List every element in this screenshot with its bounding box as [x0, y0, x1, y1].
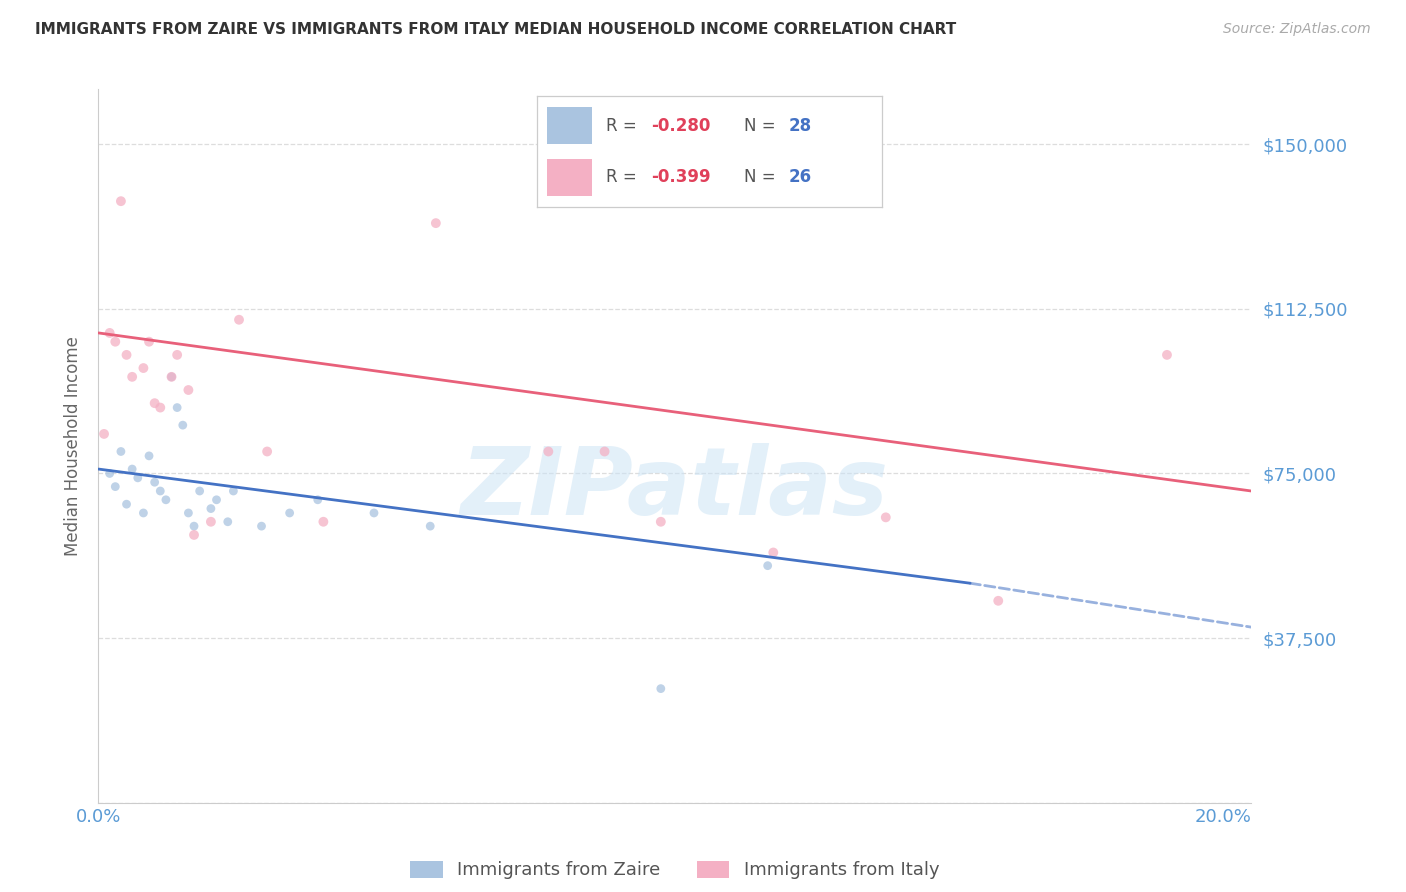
Point	[115, 497, 138, 511]
Point	[138, 334, 160, 349]
Y-axis label: Median Household Income: Median Household Income	[65, 336, 83, 556]
Point	[200, 501, 222, 516]
Point	[172, 418, 194, 433]
Point	[222, 483, 245, 498]
Text: Source: ZipAtlas.com: Source: ZipAtlas.com	[1223, 22, 1371, 37]
Point	[593, 444, 616, 458]
Point	[205, 492, 228, 507]
Point	[250, 519, 273, 533]
Point	[183, 528, 205, 542]
Point	[307, 492, 329, 507]
Point	[217, 515, 239, 529]
Point	[143, 475, 166, 490]
Point	[177, 383, 200, 397]
Point	[650, 515, 672, 529]
Point	[127, 471, 149, 485]
Text: ZIPatlas: ZIPatlas	[461, 442, 889, 535]
Point	[115, 348, 138, 362]
Point	[537, 444, 560, 458]
Point	[149, 401, 172, 415]
Point	[419, 519, 441, 533]
Point	[987, 594, 1010, 608]
Text: IMMIGRANTS FROM ZAIRE VS IMMIGRANTS FROM ITALY MEDIAN HOUSEHOLD INCOME CORRELATI: IMMIGRANTS FROM ZAIRE VS IMMIGRANTS FROM…	[35, 22, 956, 37]
Point	[183, 519, 205, 533]
Point	[166, 348, 188, 362]
Point	[121, 462, 143, 476]
Point	[98, 326, 121, 340]
Legend: Immigrants from Zaire, Immigrants from Italy: Immigrants from Zaire, Immigrants from I…	[404, 854, 946, 887]
Point	[104, 480, 127, 494]
Point	[363, 506, 385, 520]
Point	[256, 444, 278, 458]
Point	[149, 483, 172, 498]
Point	[200, 515, 222, 529]
Point	[650, 681, 672, 696]
Point	[228, 312, 250, 326]
Point	[98, 467, 121, 481]
Point	[132, 361, 155, 376]
Point	[160, 369, 183, 384]
Point	[278, 506, 301, 520]
Point	[160, 369, 183, 384]
Point	[166, 401, 188, 415]
Point	[425, 216, 447, 230]
Point	[875, 510, 897, 524]
Point	[93, 426, 115, 441]
Point	[132, 506, 155, 520]
Point	[110, 194, 132, 209]
Point	[143, 396, 166, 410]
Point	[177, 506, 200, 520]
Point	[756, 558, 779, 573]
Point	[138, 449, 160, 463]
Point	[312, 515, 335, 529]
Point	[155, 492, 177, 507]
Point	[110, 444, 132, 458]
Point	[762, 545, 785, 559]
Point	[121, 369, 143, 384]
Point	[188, 483, 211, 498]
Point	[104, 334, 127, 349]
Point	[1156, 348, 1178, 362]
